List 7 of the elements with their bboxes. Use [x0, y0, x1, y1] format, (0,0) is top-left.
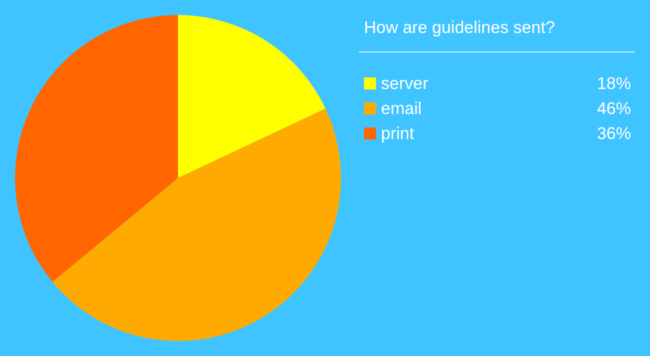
data-label: 18% — [596, 74, 631, 93]
legend-label: print — [381, 124, 414, 143]
data-label: 36% — [596, 124, 631, 143]
legend-label: email — [381, 99, 422, 118]
data-label: 46% — [596, 99, 631, 118]
chart-title: How are guidelines sent? — [364, 18, 555, 37]
legend-label: server — [381, 74, 429, 93]
